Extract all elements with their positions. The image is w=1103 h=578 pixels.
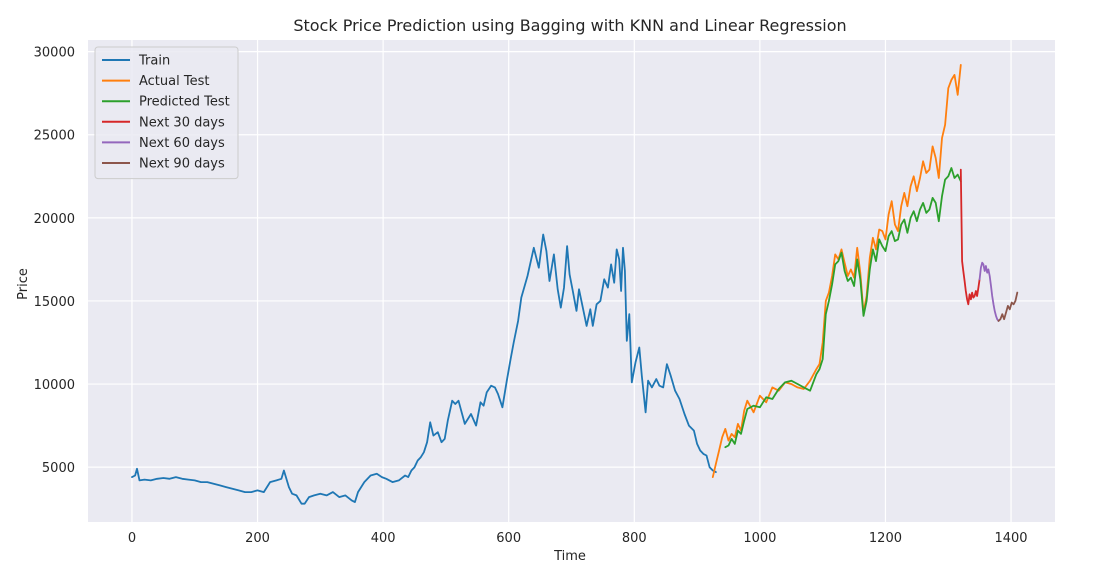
y-tick-label: 20000 (34, 212, 75, 227)
y-axis-label: Price (16, 268, 31, 300)
legend-label: Next 60 days (139, 136, 225, 151)
legend-label: Predicted Test (139, 95, 230, 110)
x-axis-label: Time (553, 549, 586, 564)
series-line-next-30-days (959, 168, 981, 306)
x-tick-label: 1400 (994, 531, 1027, 546)
series-line-next-90-days (997, 291, 1019, 322)
chart-title: Stock Price Prediction using Bagging wit… (293, 16, 846, 35)
legend: Train Actual Test Predicted Test Next 30 da… (94, 46, 239, 180)
legend-label: Next 30 days (139, 115, 225, 130)
gridlines (88, 40, 1055, 522)
x-tick-label: 600 (496, 531, 521, 546)
y-tick-label: 30000 (34, 46, 75, 61)
x-tick-label: 400 (371, 531, 396, 546)
series-line-predicted-test (724, 167, 962, 449)
legend-label: Train (138, 54, 170, 69)
series-lines (131, 64, 1019, 505)
x-tick-label: 0 (128, 531, 136, 546)
series-line-next-60-days (978, 261, 1000, 322)
y-tick-label: 25000 (34, 129, 75, 144)
legend-label: Next 90 days (139, 157, 225, 172)
legend-label: Actual Test (139, 74, 209, 89)
x-tick-labels: 0 200 400 600 800 1000 1200 1400 (128, 531, 1028, 546)
x-tick-label: 1200 (869, 531, 902, 546)
x-tick-label: 1000 (743, 531, 776, 546)
y-tick-label: 10000 (34, 378, 75, 393)
series-line-train (131, 233, 717, 505)
legend-box (94, 46, 239, 180)
x-tick-label: 200 (245, 531, 270, 546)
series-line-actual-test (711, 64, 962, 479)
y-tick-label: 15000 (34, 295, 75, 310)
x-tick-label: 800 (622, 531, 647, 546)
y-tick-label: 5000 (42, 461, 75, 476)
y-tick-labels: 5000 10000 15000 20000 25000 30000 (34, 46, 75, 477)
